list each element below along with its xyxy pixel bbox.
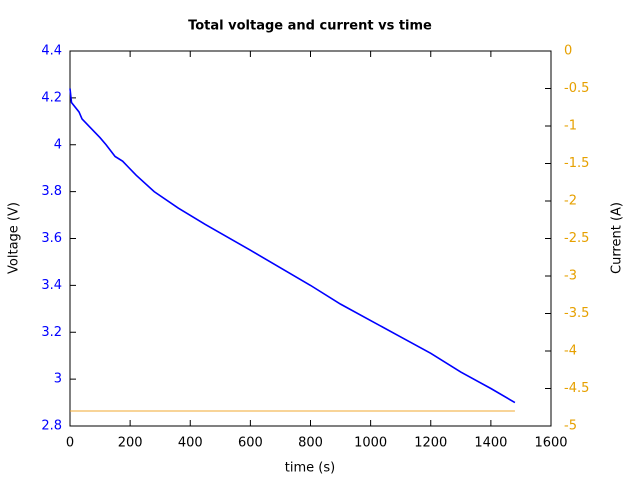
x-tick-label: 0 [66, 436, 74, 451]
x-tick-label: 400 [178, 436, 203, 451]
y2-tick-label: -0.5 [564, 81, 589, 96]
y-tick-label: 4 [54, 137, 62, 152]
x-tick-label: 200 [118, 436, 143, 451]
y-tick-label: 4.4 [41, 44, 62, 59]
y2-tick-label: -3.5 [564, 306, 589, 321]
y2-axis-label: Current (A) [610, 202, 625, 274]
y-tick-label: 4.2 [41, 90, 62, 105]
y-tick-label: 3.6 [41, 231, 62, 246]
y2-tick-label: -1 [564, 119, 577, 134]
y-tick-label: 3 [54, 372, 62, 387]
x-tick-label: 1600 [534, 436, 567, 451]
y2-tick-label: -5 [564, 419, 577, 434]
y2-tick-label: -2.5 [564, 231, 589, 246]
chart-title: Total voltage and current vs time [188, 19, 432, 34]
x-tick-label: 1200 [414, 436, 447, 451]
x-tick-label: 800 [298, 436, 323, 451]
y2-tick-label: 0 [564, 44, 572, 59]
plot-frame [69, 50, 552, 427]
x-axis-label: time (s) [285, 461, 335, 476]
y-tick-label: 3.2 [41, 325, 62, 340]
y-tick-label: 3.8 [41, 184, 62, 199]
x-tick-label: 1000 [354, 436, 387, 451]
y2-tick-label: -4.5 [564, 381, 589, 396]
y2-tick-label: -1.5 [564, 156, 589, 171]
y2-tick-label: -2 [564, 194, 577, 209]
series-line [69, 88, 516, 404]
y2-tick-label: -4 [564, 344, 577, 359]
y-axis-label: Voltage (V) [7, 202, 22, 274]
y2-tick-label: -3 [564, 269, 577, 284]
x-tick-label: 1400 [474, 436, 507, 451]
x-tick-label: 600 [238, 436, 263, 451]
y-tick-label: 3.4 [41, 278, 62, 293]
y-tick-label: 2.8 [41, 419, 62, 434]
